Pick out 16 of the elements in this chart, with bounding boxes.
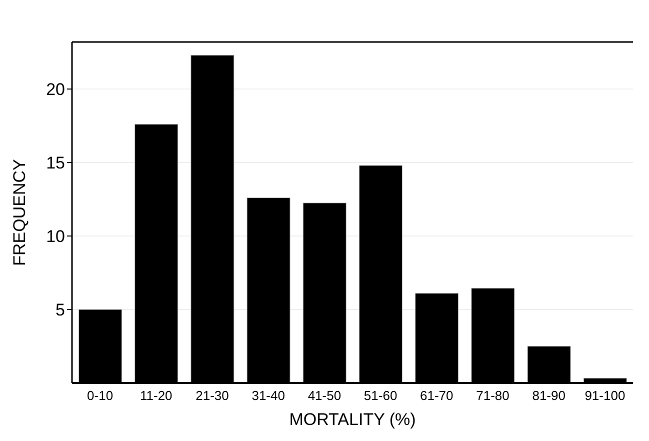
y-tick-label: 10 <box>46 227 65 246</box>
x-axis-title: MORTALITY (%) <box>289 410 416 429</box>
y-tick-label: 20 <box>46 80 65 100</box>
x-tick-label: 71-80 <box>476 388 510 404</box>
y-tick-label: 5 <box>56 300 65 320</box>
y-tick-label: 15 <box>46 154 65 173</box>
x-tick-label: 61-70 <box>420 388 454 404</box>
x-tick-label: 0-10 <box>87 388 114 404</box>
y-axis-title: FREQUENCY <box>10 159 30 266</box>
x-tick-label: 91-100 <box>584 388 626 404</box>
x-tick-label: 21-30 <box>196 388 229 404</box>
x-tick-label: 41-50 <box>308 388 342 404</box>
x-tick-label: 31-40 <box>252 388 285 404</box>
x-tick-label: 11-20 <box>140 388 172 404</box>
x-tick-label: 81-90 <box>532 388 566 404</box>
x-tick-label: 51-60 <box>364 388 398 404</box>
